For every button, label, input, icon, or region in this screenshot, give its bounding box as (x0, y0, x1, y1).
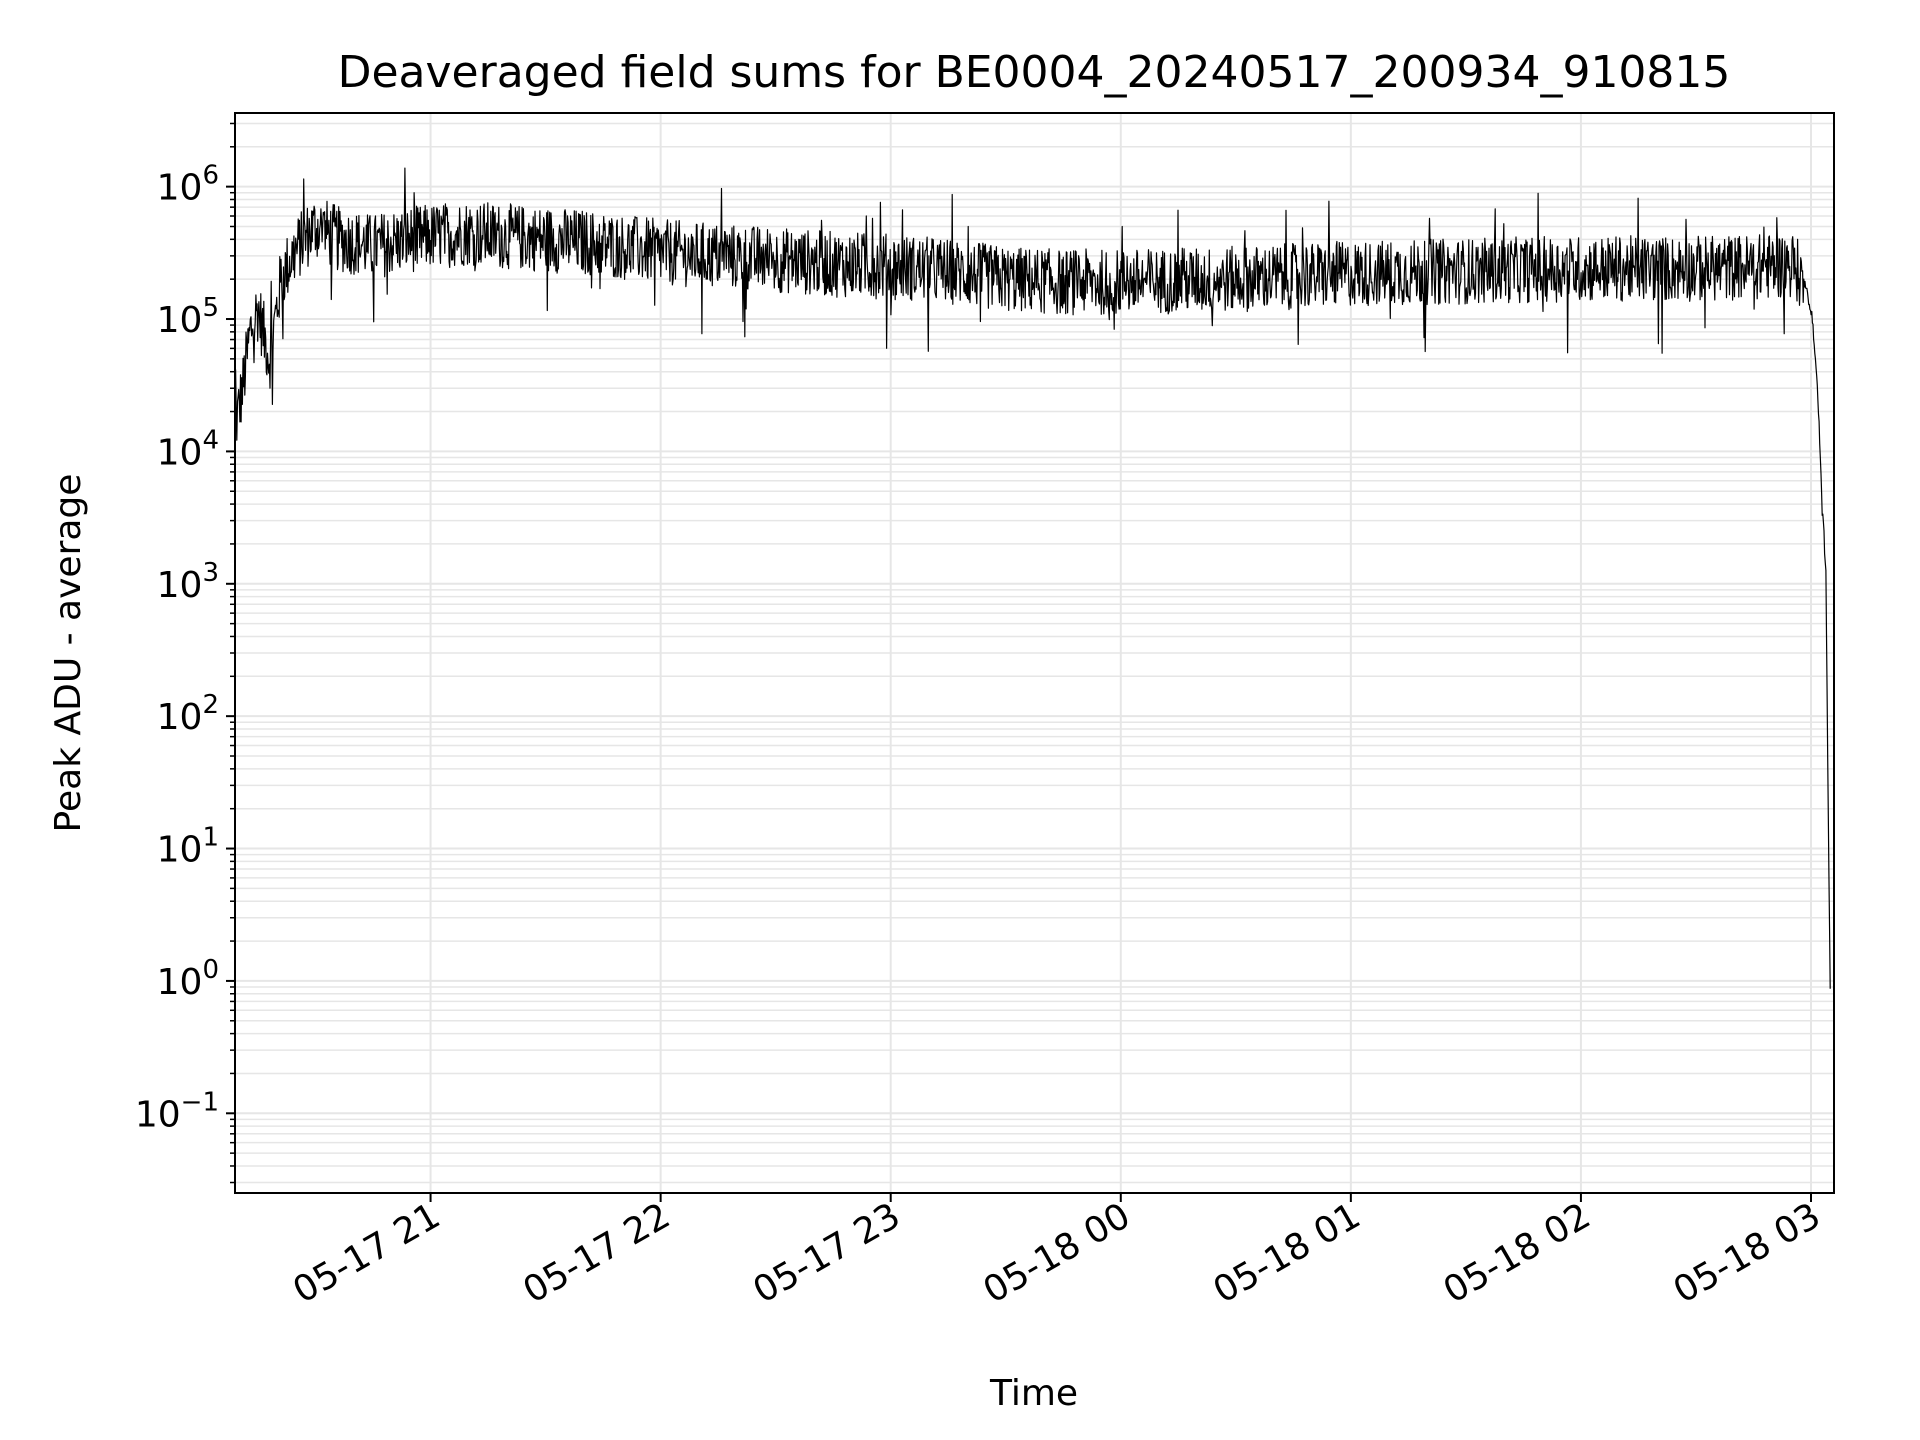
series-line (234, 167, 1831, 989)
y-tick-label: 103 (157, 558, 219, 606)
y-tick-label: 105 (157, 293, 219, 341)
y-tick-label: 102 (157, 690, 219, 738)
x-axis-label: Time (989, 1373, 1078, 1414)
y-tick-label: 101 (157, 823, 219, 871)
y-axis: 10−1 100 101 102 103 104 105 106 (135, 122, 235, 1184)
y-tick-label: 10−1 (135, 1087, 219, 1135)
y-tick-label: 106 (157, 161, 219, 209)
chart-title: Deaveraged field sums for BE0004_2024051… (338, 47, 1731, 98)
series-layer (234, 167, 1831, 989)
y-tick-label: 104 (157, 425, 219, 473)
y-tick-label: 100 (157, 955, 219, 1003)
y-axis-label: Peak ADU - average (48, 474, 89, 833)
